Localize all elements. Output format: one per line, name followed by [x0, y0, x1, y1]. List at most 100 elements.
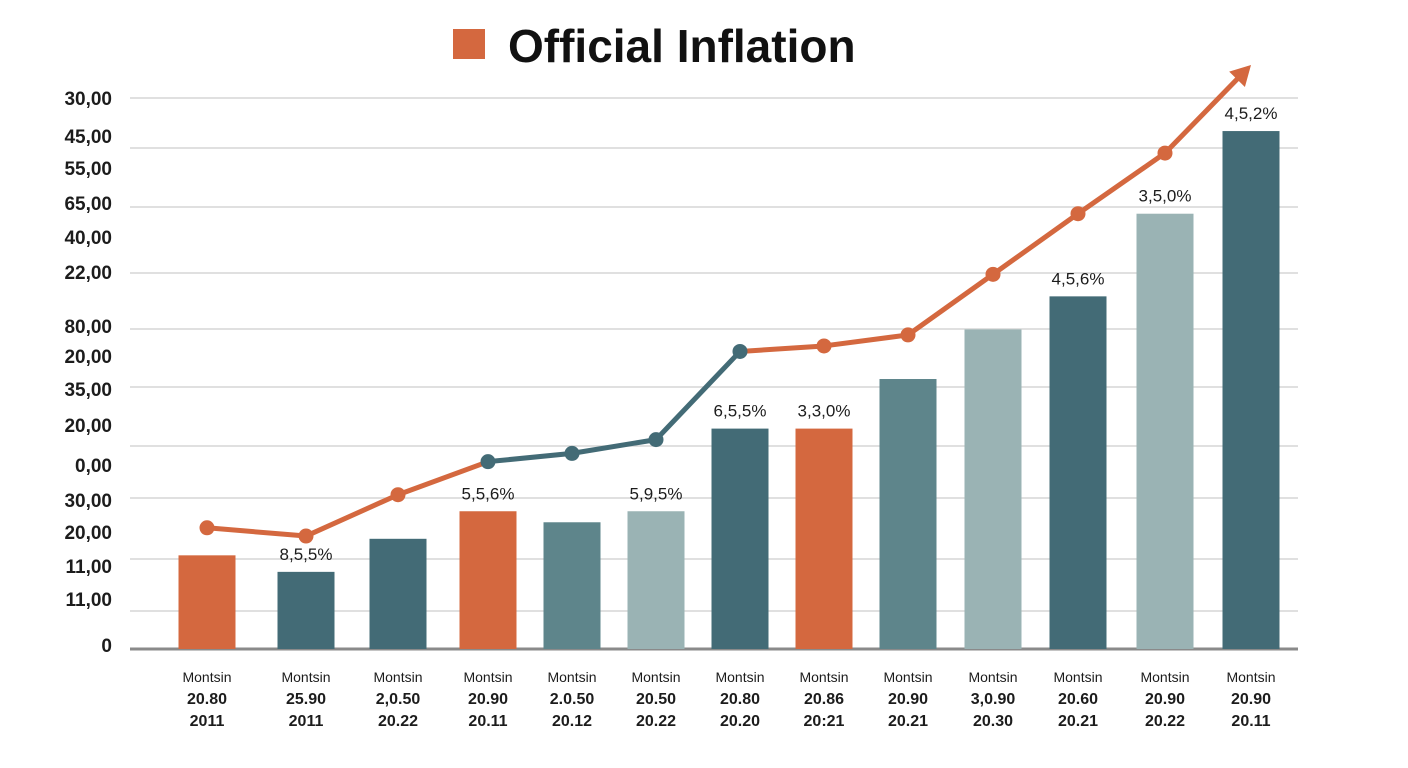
y-tick-label: 30,00	[64, 491, 112, 512]
y-tick-label: 20,00	[64, 416, 112, 437]
x-tick-label-line1: Montsin	[182, 669, 231, 685]
x-tick-label-line2: 20.90	[1145, 691, 1185, 708]
line-segment	[488, 453, 572, 461]
bar-data-label: 4,5,6%	[1052, 269, 1105, 288]
x-tick-label-line1: Montsin	[1226, 669, 1275, 685]
x-tick-label-line2: 3,0.90	[971, 691, 1016, 708]
x-tick-label-line1: Montsin	[715, 669, 764, 685]
x-tick-label-line2: 20.86	[804, 691, 844, 708]
bar	[1223, 131, 1280, 649]
y-tick-label: 80,00	[64, 317, 112, 338]
x-tick-label-line3: 20.22	[1145, 713, 1185, 730]
y-tick-label: 55,00	[64, 159, 112, 180]
bar	[278, 572, 335, 649]
x-tick-label-line2: 20.80	[720, 691, 760, 708]
x-tick-label-line1: Montsin	[373, 669, 422, 685]
line-segment	[306, 495, 398, 536]
y-tick-label: 45,00	[64, 127, 112, 148]
line-segment	[740, 346, 824, 352]
bar-data-label: 3,5,0%	[1139, 187, 1192, 206]
line-point	[391, 487, 406, 502]
x-tick-label-line2: 20.50	[636, 691, 676, 708]
line-point	[1071, 206, 1086, 221]
line-point	[200, 520, 215, 535]
bar	[965, 329, 1022, 649]
trend-line-markers	[200, 146, 1173, 544]
x-tick-label-line3: 20.21	[1058, 713, 1098, 730]
x-tick-label-line2: 20.60	[1058, 691, 1098, 708]
bar-data-label: 8,5,5%	[280, 545, 333, 564]
x-tick-label-line1: Montsin	[1140, 669, 1189, 685]
x-tick-label-line1: Montsin	[547, 669, 596, 685]
x-tick-label-line2: 2.0.50	[550, 691, 595, 708]
y-tick-label: 20,00	[64, 347, 112, 368]
line-point	[299, 529, 314, 544]
y-tick-label: 30,00	[64, 89, 112, 110]
x-tick-label-line3: 20.22	[636, 713, 676, 730]
bar-series	[179, 131, 1280, 649]
y-tick-label: 0,00	[75, 456, 112, 477]
x-tick-label-line3: 20.21	[888, 713, 928, 730]
x-tick-label-line1: Montsin	[968, 669, 1017, 685]
bar	[544, 522, 601, 649]
y-tick-label: 35,00	[64, 380, 112, 401]
line-point	[986, 267, 1001, 282]
bar	[796, 429, 853, 649]
y-tick-label: 40,00	[64, 228, 112, 249]
y-tick-label: 11,00	[66, 557, 113, 578]
line-point	[565, 446, 580, 461]
line-point	[649, 432, 664, 447]
x-tick-label-line3: 20.11	[468, 713, 507, 730]
x-tick-label-line3: 20:21	[804, 713, 845, 730]
y-tick-label: 11,00	[66, 590, 113, 611]
bar-data-label: 6,5,5%	[714, 402, 767, 421]
bar-data-label: 3,3,0%	[798, 402, 851, 421]
x-tick-label-line3: 20.30	[973, 713, 1013, 730]
line-point	[481, 454, 496, 469]
x-tick-label-line2: 20.90	[468, 691, 508, 708]
bar	[712, 429, 769, 649]
y-tick-label: 0	[101, 636, 112, 657]
y-axis-tick-labels: 30,00 45,00 55,00 65,00 40,00 22,00 80,00 20,00…	[64, 89, 112, 657]
line-segment	[656, 351, 740, 439]
line-point	[1158, 146, 1173, 161]
x-tick-label-line3: 2011	[289, 713, 324, 730]
line-point	[733, 344, 748, 359]
line-segment	[207, 528, 306, 536]
x-tick-label-line1: Montsin	[631, 669, 680, 685]
bar	[628, 511, 685, 649]
x-tick-label-line1: Montsin	[281, 669, 330, 685]
y-tick-label: 65,00	[64, 194, 112, 215]
inflation-chart: Official Inflation 30,00 45,00 55,00 65,00 4…	[0, 0, 1408, 768]
x-tick-label-line3: 20.12	[552, 713, 592, 730]
bar-data-label: 4,5,2%	[1225, 104, 1278, 123]
x-tick-label-line1: Montsin	[883, 669, 932, 685]
bar-data-label: 5,9,5%	[630, 484, 683, 503]
bar-data-labels: 8,5,5% 5,5,6% 5,9,5% 6,5,5% 3,3,0% 4,5,6% 3,5,…	[280, 104, 1278, 564]
x-tick-label-line2: 20.90	[1231, 691, 1271, 708]
x-tick-label-line2: 2,0.50	[376, 691, 421, 708]
chart-title: Official Inflation	[508, 20, 856, 72]
line-segment	[908, 274, 993, 335]
legend-swatch	[453, 29, 485, 59]
x-axis-tick-labels: Montsin 20.80 2011 Montsin 25.90 2011 Montsin 2…	[182, 669, 1275, 730]
x-tick-label-line1: Montsin	[1053, 669, 1102, 685]
line-point	[901, 327, 916, 342]
x-tick-label-line3: 20.11	[1231, 713, 1270, 730]
chart-title-group: Official Inflation	[453, 20, 856, 72]
x-tick-label-line1: Montsin	[799, 669, 848, 685]
bar	[1137, 214, 1194, 649]
x-tick-label-line1: Montsin	[463, 669, 512, 685]
chart-canvas: Official Inflation 30,00 45,00 55,00 65,00 4…	[0, 0, 1408, 768]
x-tick-label-line2: 20.90	[888, 691, 928, 708]
x-tick-label-line3: 20.22	[378, 713, 418, 730]
line-segment	[824, 335, 908, 346]
bar	[880, 379, 937, 649]
bar	[1050, 296, 1107, 649]
bar	[460, 511, 517, 649]
x-tick-label-line3: 20.20	[720, 713, 760, 730]
x-tick-label-line2: 20.80	[187, 691, 227, 708]
line-segment	[993, 214, 1078, 275]
bar	[179, 555, 236, 649]
line-point	[817, 338, 832, 353]
